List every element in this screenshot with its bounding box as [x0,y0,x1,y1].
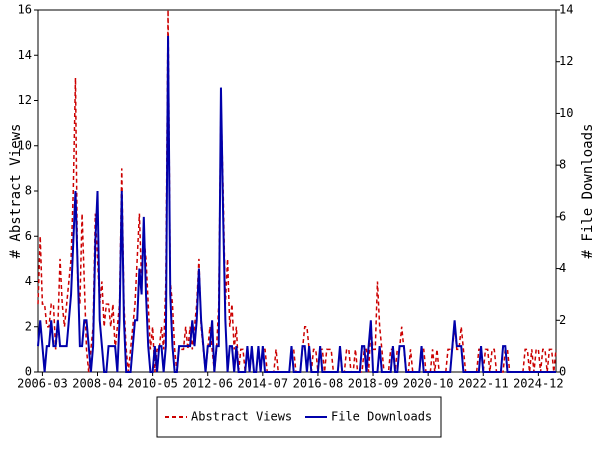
x-tick-label: 2024-12 [513,377,564,391]
y-tick-label: 14 [18,48,32,62]
plot-frame [37,9,557,373]
y2-tick-label: 4 [559,261,566,275]
y2-tick-label: 10 [559,106,573,120]
series-line [37,9,557,373]
y2-tick-label: 8 [559,158,566,172]
y-tick-label: 0 [25,365,32,379]
y-tick-label: 6 [25,229,32,243]
x-tick-label: 2020-10 [403,377,454,391]
legend-label: Abstract Views [191,410,292,424]
y-tick-label: 16 [18,3,32,17]
y2-tick-label: 14 [559,3,573,17]
y-tick-label: 10 [18,138,32,152]
y-tick-label: 4 [25,274,32,288]
series-line [37,35,556,373]
y2-tick-label: 12 [559,54,573,68]
y2-tick-label: 2 [559,313,566,327]
y-tick-label: 8 [25,184,32,198]
legend-label: File Downloads [331,410,432,424]
y2-tick-label: 6 [559,209,566,223]
y-axis-label: # Abstract Views [8,124,24,259]
x-tick-label: 2022-11 [458,377,509,391]
y2-axis-label: # File Downloads [580,124,596,259]
y2-tick-label: 0 [559,365,566,379]
x-tick-label: 2008-04 [72,377,123,391]
x-tick-label: 2006-03 [17,377,68,391]
x-tick-label: 2016-08 [293,377,344,391]
x-tick-label: 2012-06 [182,377,233,391]
y-tick-label: 2 [25,319,32,333]
y-tick-label: 12 [18,93,32,107]
x-tick-label: 2014-07 [238,377,289,391]
legend-box [156,396,442,438]
x-tick-label: 2010-05 [127,377,178,391]
x-tick-label: 2018-09 [348,377,399,391]
